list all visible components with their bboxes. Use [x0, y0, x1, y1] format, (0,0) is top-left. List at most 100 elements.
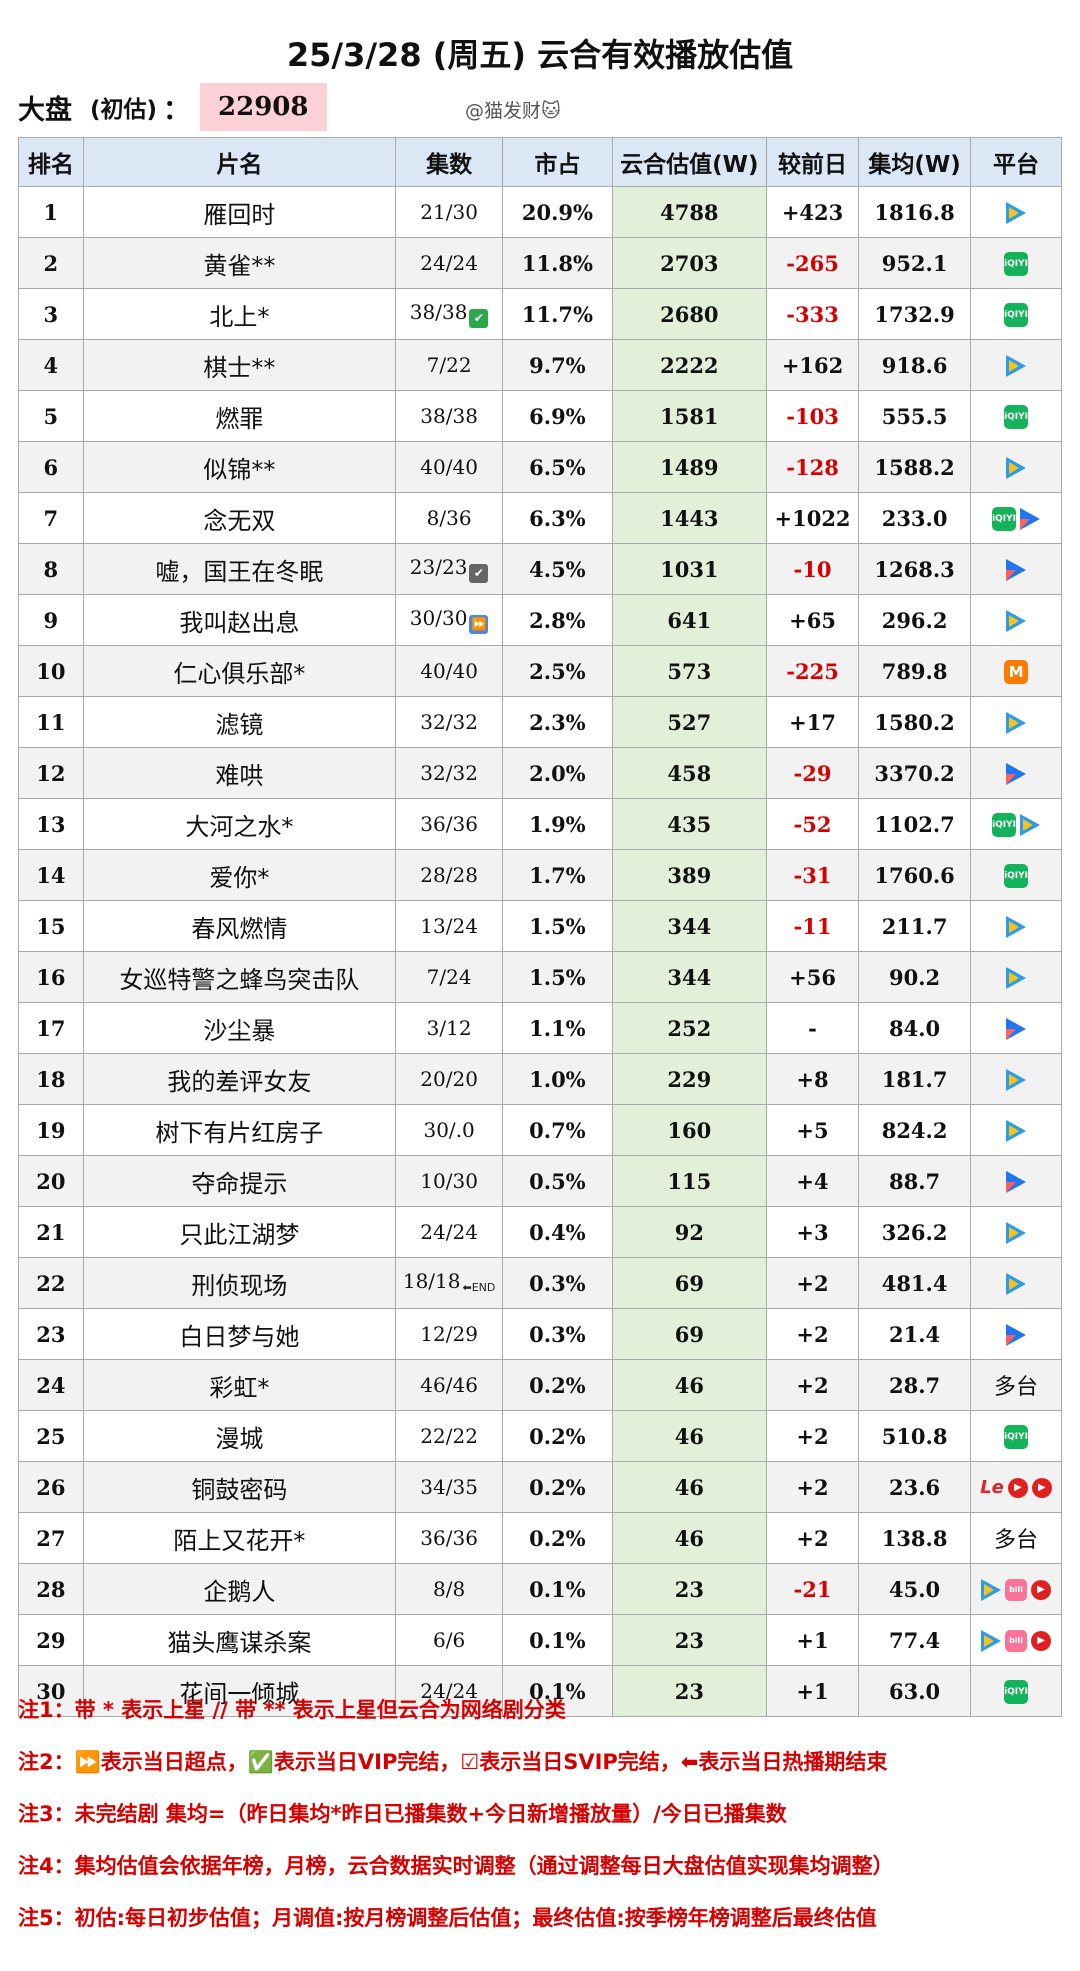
episodes-cell: 22/22 [395, 1410, 504, 1462]
market-share-cell: 0.2% [502, 1512, 613, 1564]
table-row: 9 我叫赵出息 30/30 ⏩ 2.8% 641 +65 296.2 [18, 594, 1062, 646]
episode-average-cell: 296.2 [858, 594, 972, 646]
episodes-cell: 24/24 [395, 1665, 504, 1717]
episodes-text: 18/18 [402, 1269, 461, 1293]
estimate-cell: 1443 [611, 492, 767, 544]
estimate-cell: 23 [611, 1563, 767, 1615]
episodes-text: 23/23 [409, 555, 468, 579]
market-value: 22908 [200, 83, 327, 131]
table-row: 30 花间一倾城 24/24 0.1% 23 +1 63.0 iQIYI [18, 1665, 1062, 1717]
platform-cell [970, 1002, 1062, 1054]
page-title: 25/3/28 (周五) 云合有效播放估值 [286, 36, 794, 74]
red-play-icon: ▶ [1031, 1630, 1052, 1651]
rank-cell: 20 [18, 1155, 84, 1207]
title-cell: 难哄 [82, 747, 397, 799]
table-row: 22 刑侦现场 18/18 ⬅END 0.3% 69 +2 481.4 [18, 1257, 1062, 1309]
iqiyi-icon: iQIYI [1004, 302, 1029, 327]
tencent-icon [1006, 609, 1027, 632]
change-cell: +4 [765, 1155, 860, 1207]
episode-average-cell: 138.8 [858, 1512, 972, 1564]
platform-cell [970, 1053, 1062, 1105]
episodes-text: 21/30 [420, 200, 478, 224]
market-share-cell: 1.9% [502, 798, 613, 850]
episodes-text: 20/20 [420, 1067, 478, 1091]
rank-cell: 21 [18, 1206, 84, 1258]
column-header: 排名 [18, 137, 84, 187]
market-share-cell: 1.1% [502, 1002, 613, 1054]
svip-complete-icon: ✔ [469, 564, 489, 583]
episodes-cell: 8/8 [395, 1563, 504, 1615]
table-row: 28 企鹅人 8/8 0.1% 23 -21 45.0 bili ▶ [18, 1563, 1062, 1615]
tencent-icon [1006, 915, 1027, 938]
episodes-text: 6/6 [433, 1628, 466, 1652]
title-cell: 白日梦与她 [82, 1308, 397, 1360]
rank-cell: 30 [18, 1665, 84, 1717]
table-row: 8 嘘，国王在冬眠 23/23 ✔ 4.5% 1031 -10 1268.3 [18, 543, 1062, 595]
rank-cell: 6 [18, 441, 84, 493]
rank-cell: 1 [18, 186, 84, 238]
change-cell: +3 [765, 1206, 860, 1258]
estimate-cell: 69 [611, 1257, 767, 1309]
episodes-text: 12/29 [420, 1322, 478, 1346]
red-play-icon: ▶ [1007, 1477, 1028, 1498]
iqiyi-icon: iQIYI [992, 506, 1017, 531]
rank-cell: 11 [18, 696, 84, 748]
rank-cell: 23 [18, 1308, 84, 1360]
table-row: 4 棋士** 7/22 9.7% 2222 +162 918.6 [18, 339, 1062, 391]
episodes-cell: 13/24 [395, 900, 504, 952]
change-cell: +162 [765, 339, 860, 391]
episode-average-cell: 326.2 [858, 1206, 972, 1258]
episode-average-cell: 233.0 [858, 492, 972, 544]
estimate-cell: 252 [611, 1002, 767, 1054]
episodes-text: 38/38 [420, 404, 478, 428]
platform-cell [970, 441, 1062, 493]
episodes-text: 40/40 [420, 659, 478, 683]
episode-average-cell: 481.4 [858, 1257, 972, 1309]
estimate-cell: 458 [611, 747, 767, 799]
estimate-cell: 573 [611, 645, 767, 697]
market-share-cell: 20.9% [502, 186, 613, 238]
rank-cell: 8 [18, 543, 84, 595]
market-share-cell: 0.7% [502, 1104, 613, 1156]
episodes-cell: 38/38 [395, 390, 504, 442]
estimate-cell: 23 [611, 1665, 767, 1717]
rank-cell: 26 [18, 1461, 84, 1513]
tencent-icon [1006, 201, 1027, 224]
market-share-cell: 0.3% [502, 1257, 613, 1309]
episodes-text: 22/22 [420, 1424, 478, 1448]
platform-text: 多台 [994, 1375, 1039, 1400]
episodes-cell: 24/24 [395, 237, 504, 289]
change-cell: +2 [765, 1461, 860, 1513]
author-credit: @猫发财🐱 [465, 100, 561, 122]
platform-cell: iQIYI [970, 798, 1062, 850]
column-header: 平台 [970, 137, 1062, 187]
episodes-cell: 36/36 [395, 798, 504, 850]
episode-average-cell: 84.0 [858, 1002, 972, 1054]
episodes-text: 30/30 [409, 606, 468, 630]
rank-cell: 10 [18, 645, 84, 697]
episode-average-cell: 28.7 [858, 1359, 972, 1411]
episode-average-cell: 45.0 [858, 1563, 972, 1615]
ranking-table: 排名 片名 集数 市占 云合估值(W) 较前日 集均(W) 平台 1 雁回时 21/30 20.9%… [18, 137, 1062, 1717]
market-label: 大盘 [18, 94, 72, 126]
tencent-icon [1006, 354, 1027, 377]
table-row: 5 燃罪 38/38 6.9% 1581 -103 555.5 iQIYI [18, 390, 1062, 442]
change-cell: -103 [765, 390, 860, 442]
platform-cell: iQIYI [970, 849, 1062, 901]
episodes-text: 32/32 [420, 761, 478, 785]
youku-icon [1006, 762, 1027, 785]
episode-average-cell: 211.7 [858, 900, 972, 952]
episodes-text: 28/28 [420, 863, 478, 887]
episodes-cell: 10/30 [395, 1155, 504, 1207]
platform-cell: iQIYI [970, 390, 1062, 442]
episode-average-cell: 63.0 [858, 1665, 972, 1717]
note-line: 注5：初估:每日初步估值；月调值:按月榜调整后估值；最终估值:按季榜年榜调整后最… [18, 1906, 877, 1930]
title-cell: 彩虹* [82, 1359, 397, 1411]
change-cell: +1022 [765, 492, 860, 544]
platform-cell [970, 696, 1062, 748]
episodes-cell: 38/38 ✔ [395, 288, 504, 340]
table-row: 2 黄雀** 24/24 11.8% 2703 -265 952.1 iQIYI [18, 237, 1062, 289]
over-point-icon: ⏩ [469, 615, 489, 634]
table-row: 23 白日梦与她 12/29 0.3% 69 +2 21.4 [18, 1308, 1062, 1360]
